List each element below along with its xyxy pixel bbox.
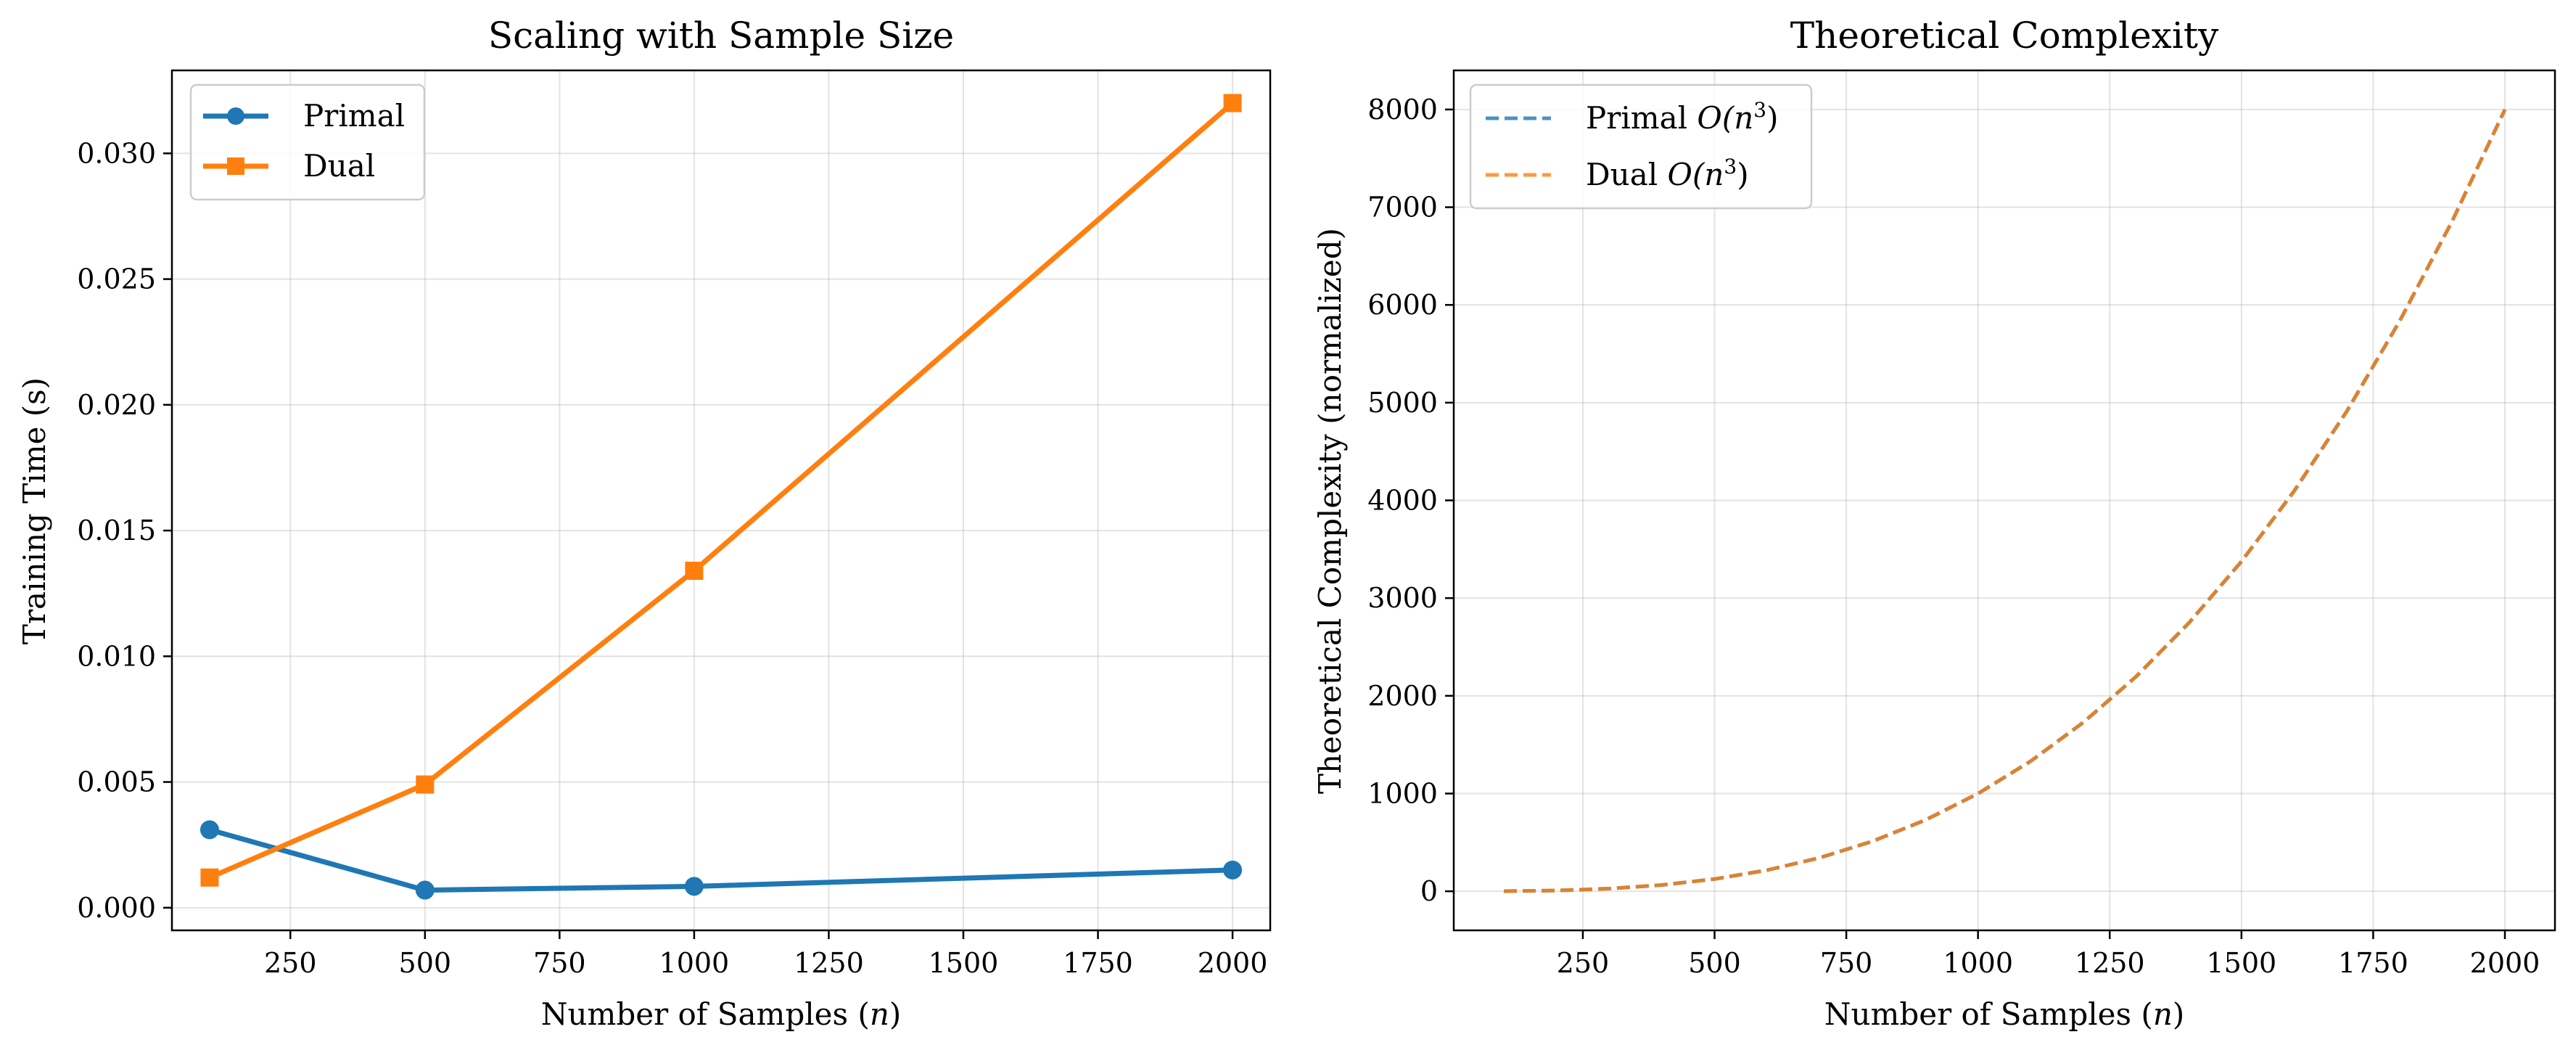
series-layer [1503, 108, 2507, 893]
x-tick-label: 500 [399, 947, 452, 979]
legend: Primal O(n3) Dual O(n3) [1469, 83, 1813, 210]
y-tick-label: 7000 [1367, 192, 1438, 224]
y-tick-label: 2000 [1367, 680, 1438, 712]
legend-frame [1469, 83, 1813, 210]
y-tick-label: 0.015 [77, 515, 156, 546]
chart-title: Scaling with Sample Size [488, 15, 954, 57]
y-tick-label: 4000 [1367, 485, 1438, 517]
y-axis-label: Theoretical Complexity (normalized) [1312, 228, 1348, 794]
data-point-dual [1223, 94, 1242, 112]
legend-entry-dual: Dual [203, 148, 375, 184]
x-tick-label: 500 [1688, 947, 1741, 979]
theoretical-complexity-chart: Theoretical Complexity Number of Samples… [1312, 15, 2556, 1032]
ticks: 250 500 750 1000 1250 1500 1750 2000 0.000 0.005 0… [77, 137, 1267, 979]
legend-marker-dual [227, 157, 244, 175]
x-axis-label: Number of Samples (n) [541, 996, 902, 1032]
legend-label-dual: Dual O(n3) [1586, 155, 1749, 192]
x-tick-label: 250 [264, 947, 317, 979]
y-axis-label: Training Time (s) [17, 377, 52, 644]
legend-entry-dual: Dual O(n3) [1486, 155, 1749, 192]
chart-title: Theoretical Complexity [1790, 15, 2219, 57]
legend-marker-primal [227, 107, 244, 125]
x-tick-label: 1000 [659, 947, 730, 979]
plot-frame [1452, 69, 2556, 932]
legend: Primal Dual [189, 83, 426, 201]
x-tick-label: 1500 [929, 947, 999, 979]
x-tick-label: 750 [533, 947, 586, 979]
y-tick-label: 0.030 [77, 137, 156, 169]
data-point-primal [1223, 860, 1243, 880]
y-tick-label: 0.005 [77, 766, 156, 798]
data-point-primal [684, 877, 704, 896]
data-point-dual [685, 562, 704, 581]
legend-entry-primal: Primal [203, 98, 405, 134]
series-line-dual [207, 100, 1235, 880]
y-tick-label: 0 [1420, 875, 1438, 907]
y-tick-label: 0.010 [77, 640, 156, 672]
y-tick-label: 6000 [1367, 289, 1438, 321]
grid [1454, 70, 2555, 930]
x-tick-label: 2000 [2470, 947, 2540, 979]
legend-label-dual: Dual [303, 148, 375, 184]
training-time-chart: Scaling with Sample Size Number of Sampl… [17, 15, 1272, 1032]
data-point-primal [415, 880, 435, 900]
legend-entry-primal: Primal O(n3) [1486, 98, 1779, 136]
y-tick-label: 0.000 [77, 892, 156, 924]
data-point-dual [416, 775, 435, 794]
legend-label-primal: Primal O(n3) [1586, 98, 1779, 136]
y-tick-label: 3000 [1367, 582, 1438, 614]
y-tick-label: 5000 [1367, 387, 1438, 419]
series-layer [199, 94, 1243, 900]
x-axis-label: Number of Samples (n) [1824, 996, 2185, 1032]
series-line-primal [207, 827, 1235, 893]
ticks: 250 500 750 1000 1250 1500 1750 2000 0 1000 2000 30… [1367, 94, 2540, 979]
plot-frame [170, 69, 1272, 932]
x-tick-label: 750 [1820, 947, 1873, 979]
grid [172, 70, 1270, 930]
data-point-dual [200, 868, 219, 887]
x-tick-label: 1750 [1063, 947, 1133, 979]
legend-label-primal: Primal [303, 98, 405, 134]
x-tick-label: 1000 [1943, 947, 2013, 979]
data-point-primal [199, 820, 219, 840]
x-tick-label: 2000 [1198, 947, 1268, 979]
x-tick-label: 250 [1557, 947, 1610, 979]
series-line-dual [1503, 108, 2507, 893]
y-tick-label: 0.020 [77, 389, 156, 421]
x-tick-label: 1500 [2206, 947, 2276, 979]
x-tick-label: 1750 [2338, 947, 2408, 979]
y-tick-label: 8000 [1367, 94, 1438, 126]
x-tick-label: 1250 [794, 947, 864, 979]
y-tick-label: 1000 [1367, 777, 1438, 809]
x-tick-label: 1250 [2075, 947, 2145, 979]
y-tick-label: 0.025 [77, 263, 156, 295]
